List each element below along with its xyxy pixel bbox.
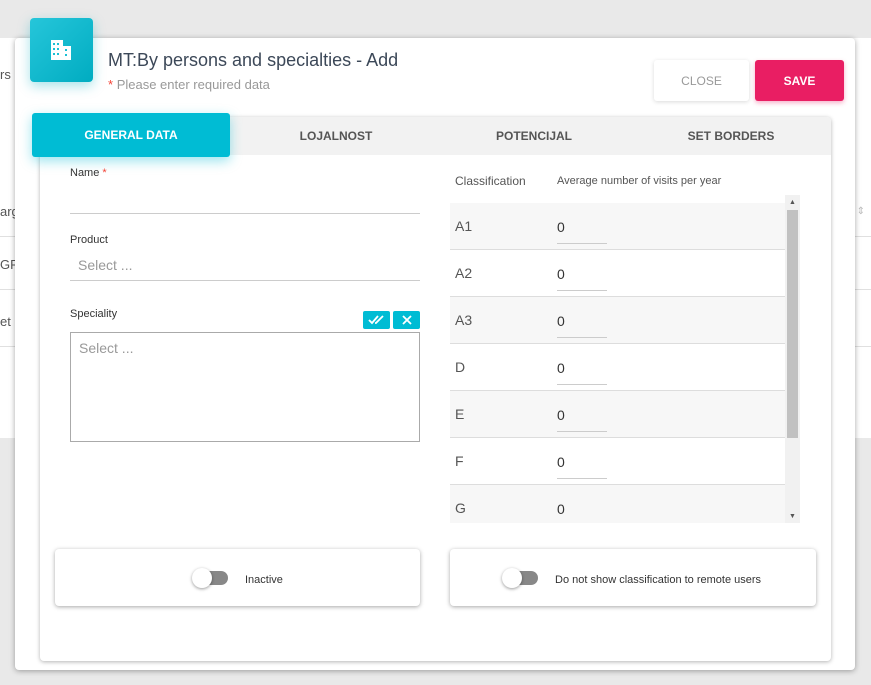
inactive-label: Inactive [245,574,283,586]
dialog-title: MT:By persons and specialties - Add [108,50,399,70]
name-input[interactable] [70,190,420,214]
sort-icon[interactable]: ⇕ [856,206,865,217]
visits-input[interactable]: 0 [557,454,607,479]
product-select[interactable]: Select ... [70,257,420,281]
table-row: A2 0 [450,250,785,297]
visits-input[interactable]: 0 [557,219,607,244]
required-note: * Please enter required data [108,77,270,92]
tab-set-borders[interactable]: SET BORDERS [687,129,775,143]
clear-icon[interactable] [393,311,420,329]
name-label: Name * [70,167,107,179]
building-icon [30,18,93,82]
scroll-down-icon[interactable]: ▼ [789,513,796,520]
product-label: Product [70,234,108,246]
visits-input[interactable]: 0 [557,313,607,338]
classification-toggle-card: Do not show classification to remote use… [450,549,816,606]
close-button[interactable]: CLOSE [654,60,749,101]
visits-header: Average number of visits per year [557,175,722,187]
speciality-multiselect[interactable]: Select ... [70,332,420,442]
visits-input[interactable]: 0 [557,266,607,291]
visits-input[interactable]: 0 [557,407,607,432]
inactive-toggle-card: Inactive [55,549,420,606]
tab-general-data[interactable]: GENERAL DATA [32,113,230,157]
table-row: A1 0 [450,203,785,250]
scroll-up-icon[interactable]: ▲ [789,199,796,206]
tab-potencijal[interactable]: POTENCIJAL [495,129,572,143]
hide-classification-label: Do not show classification to remote use… [555,574,762,586]
tab-lojalnost[interactable]: LOJALNOST [299,129,373,143]
select-all-icon[interactable] [363,311,390,329]
classification-header: Classification [455,174,526,188]
background-fragment: rs [0,67,11,82]
visits-input[interactable]: 0 [557,501,565,517]
scrollbar-thumb[interactable] [787,210,798,438]
speciality-label: Speciality [70,308,118,320]
table-row: A3 0 [450,297,785,344]
inactive-toggle[interactable] [192,568,228,588]
hide-classification-toggle[interactable] [502,568,538,588]
visits-input[interactable]: 0 [557,360,607,385]
table-scrollbar[interactable]: ▲ ▼ [785,195,800,523]
save-button[interactable]: SAVE [755,60,844,101]
